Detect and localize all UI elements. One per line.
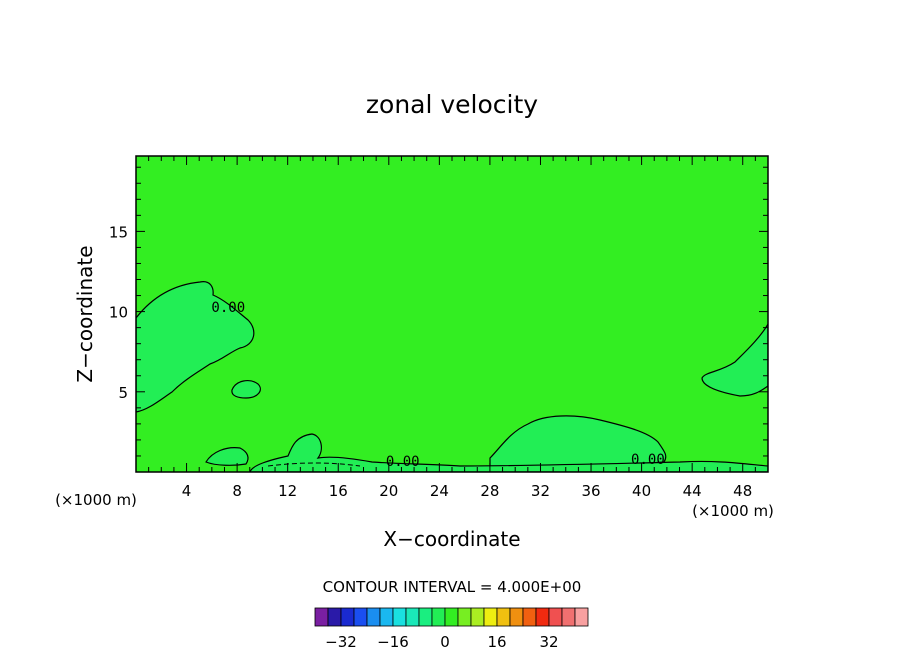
colorbar-swatch: [548, 607, 563, 627]
colorbar-tick-label: 32: [539, 633, 558, 651]
contour-label-group: 0.00 0.00 0.00: [211, 300, 664, 470]
x-tick-label: 12: [278, 482, 297, 500]
chart-title: zonal velocity: [366, 90, 538, 119]
y-tick-label: 10: [109, 304, 128, 322]
colorbar-swatch: [327, 607, 342, 627]
colorbar-swatch: [353, 607, 368, 627]
x-tick-label: 4: [182, 482, 192, 500]
colorbar-tick-label: 0: [440, 633, 450, 651]
y-tick-label: 15: [109, 223, 128, 241]
negative-contour-line: [267, 462, 361, 467]
contour-label: 0.00: [386, 454, 420, 470]
colorbar-tick-label: −16: [377, 633, 409, 651]
x-tick-label: 36: [581, 482, 600, 500]
colorbar: [314, 607, 589, 627]
x-tick-label: 8: [232, 482, 242, 500]
colorbar-swatch: [483, 607, 498, 627]
colorbar-swatch: [444, 607, 459, 627]
x-axis-unit-label: (×1000 m): [692, 502, 774, 520]
colorbar-swatch: [405, 607, 420, 627]
x-tick-label: 48: [733, 482, 752, 500]
y-axis-ticks: 5 10 15: [109, 166, 768, 457]
colorbar-swatch: [392, 607, 407, 627]
colorbar-swatch: [431, 607, 446, 627]
x-tick-label: 28: [480, 482, 499, 500]
contour-label: 0.00: [211, 300, 245, 316]
colorbar-swatch: [418, 607, 433, 627]
colorbar-swatch: [366, 607, 381, 627]
x-tick-label: 40: [632, 482, 651, 500]
colorbar-tick-labels: −32 −16 0 16 32: [325, 633, 558, 651]
colorbar-swatch: [470, 607, 485, 627]
colorbar-swatch: [509, 607, 524, 627]
x-tick-label: 20: [379, 482, 398, 500]
colorbar-swatch: [522, 607, 537, 627]
colorbar-swatch: [574, 607, 589, 627]
colorbar-tick-label: −32: [325, 633, 357, 651]
colorbar-swatch: [561, 607, 576, 627]
x-tick-label: 44: [683, 482, 702, 500]
colorbar-swatch: [314, 607, 329, 627]
colorbar-swatch: [535, 607, 550, 627]
x-tick-label: 16: [329, 482, 348, 500]
x-tick-label: 32: [531, 482, 550, 500]
colorbar-swatch: [379, 607, 394, 627]
x-origin-unit-label: (×1000 m): [55, 491, 137, 509]
y-axis-title: Z−coordinate: [73, 245, 97, 382]
contour-label: 0.00: [631, 452, 665, 468]
y-tick-label: 5: [118, 384, 128, 402]
colorbar-tick-label: 16: [487, 633, 506, 651]
colorbar-swatch: [496, 607, 511, 627]
colorbar-swatch: [340, 607, 355, 627]
x-tick-label: 24: [430, 482, 449, 500]
colorbar-swatch: [457, 607, 472, 627]
x-axis-title: X−coordinate: [383, 527, 520, 551]
contour-interval-text: CONTOUR INTERVAL = 4.000E+00: [323, 578, 582, 596]
x-axis-ticks: 4 8 12 16 20 24 28 32 36 40 44 48: [148, 156, 756, 500]
